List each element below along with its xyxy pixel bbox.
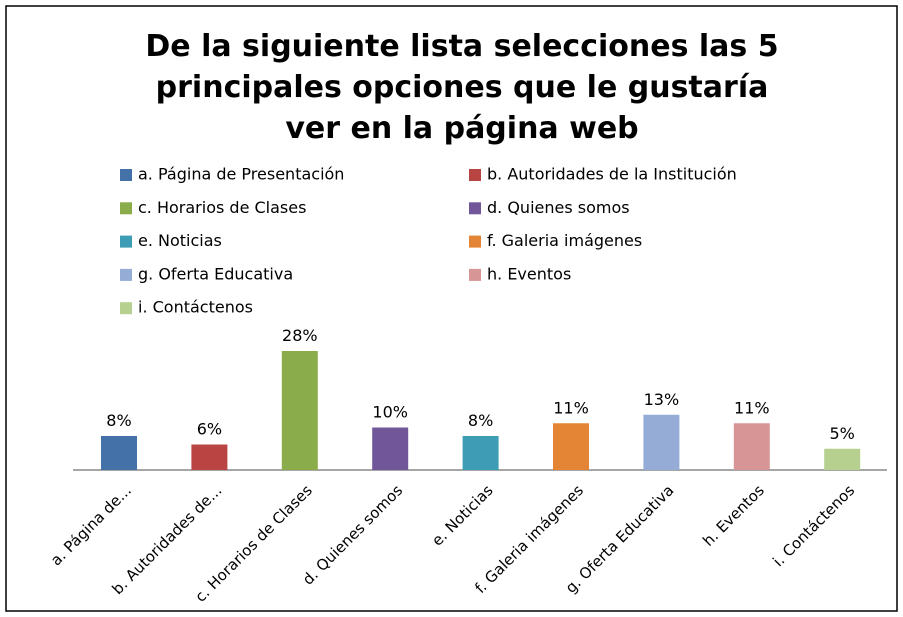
bar xyxy=(101,436,137,470)
legend-swatch xyxy=(120,268,132,281)
legend-swatch xyxy=(469,202,481,215)
legend-swatch xyxy=(469,235,481,248)
legend-label: c. Horarios de Clases xyxy=(138,198,306,217)
legend-label: h. Eventos xyxy=(487,264,571,283)
bar xyxy=(824,448,861,470)
legend-swatch xyxy=(469,268,481,281)
bar xyxy=(281,351,318,470)
legend-label: f. Galeria imágenes xyxy=(487,231,642,250)
bar xyxy=(553,423,589,470)
legend-swatch xyxy=(120,235,132,248)
legend-label: b. Autoridades de la Institución xyxy=(487,165,737,184)
chart-border xyxy=(5,5,898,612)
value-label: 6% xyxy=(197,420,222,439)
legend-label: i. Contáctenos xyxy=(138,298,253,317)
legend-label: e. Noticias xyxy=(138,231,222,250)
legend-label: a. Página de Presentación xyxy=(138,165,344,184)
legend-swatch xyxy=(120,169,132,181)
value-label: 8% xyxy=(106,411,131,430)
bar xyxy=(191,444,228,470)
value-label: 5% xyxy=(830,424,855,443)
value-label: 11% xyxy=(553,398,589,417)
bar xyxy=(372,427,409,470)
legend-swatch xyxy=(469,169,481,181)
value-label: 8% xyxy=(468,411,493,430)
value-label: 13% xyxy=(644,390,680,409)
legend-label: g. Oferta Educativa xyxy=(138,264,293,283)
legend-swatch xyxy=(120,302,132,315)
chart-title: ver en la página web xyxy=(285,111,638,146)
value-label: 10% xyxy=(372,403,408,422)
chart-title: De la siguiente lista selecciones las 5 xyxy=(145,29,778,64)
value-label: 11% xyxy=(734,398,770,417)
bar xyxy=(643,414,680,470)
bar xyxy=(733,423,770,470)
chart-title: principales opciones que le gustaría xyxy=(156,70,769,105)
bar xyxy=(462,436,499,470)
legend-label: d. Quienes somos xyxy=(487,198,630,217)
value-label: 28% xyxy=(282,326,318,345)
legend-swatch xyxy=(120,202,132,215)
